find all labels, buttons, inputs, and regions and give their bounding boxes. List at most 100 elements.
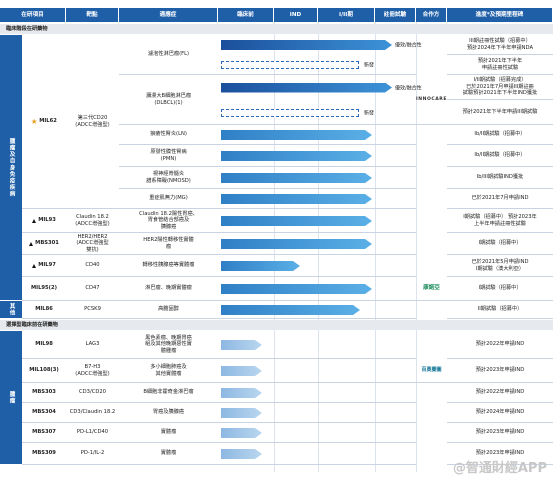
progress-bar	[221, 261, 300, 271]
progress-bar	[221, 173, 372, 183]
section-title: 選擇型臨床前在研藥物	[0, 320, 553, 330]
header-cell: 合作方	[416, 8, 447, 22]
target: LAG3	[66, 331, 119, 359]
progress-text: 預計2024年申請IND	[447, 403, 553, 423]
stage-area	[218, 233, 416, 255]
indication: 狼瘡性腎炎(LN)	[119, 125, 218, 145]
stage-area	[218, 383, 416, 403]
stage-area	[218, 255, 416, 277]
progress-text: 預計2023年申請IND	[447, 423, 553, 443]
target: HER2/HER2 (ADCC增強型 雙抗)	[66, 233, 119, 255]
progress-bar	[221, 284, 372, 294]
dashed-bar	[221, 108, 359, 117]
group-label: 腫瘤及自身免疫疾病	[0, 35, 22, 301]
indication: 重症肌無力(MG)	[119, 189, 218, 209]
progress-text: Ib/III期試驗IND獲批	[447, 167, 553, 189]
bar-label: 新發	[364, 62, 375, 69]
progress-text: I期試驗（招募中） 預計2023年 上半年申請註冊性試驗	[447, 209, 553, 233]
progress-bar	[221, 449, 262, 459]
stage-area	[218, 423, 416, 443]
target: CD40	[66, 255, 119, 277]
triangle-icon	[29, 241, 34, 246]
header-cell: 臨床前	[218, 8, 274, 22]
progress-text: 預計2022年申請IND	[447, 331, 553, 359]
indication: 轉移性胰腺癌等實體瘤	[119, 255, 218, 277]
stage-area	[218, 331, 416, 359]
bar-label: 新發	[364, 110, 375, 116]
progress-bar	[221, 130, 372, 140]
drug-name: MIL98	[22, 331, 66, 359]
stage-area	[218, 403, 416, 423]
watermark: @智通財經APP	[452, 461, 547, 476]
stage-area	[218, 75, 416, 125]
progress-bar	[221, 340, 262, 350]
indication: 實體瘤	[119, 423, 218, 443]
indication: 多小細胞肺癌及 其他實體瘤	[119, 359, 218, 383]
progress-text: 預計2022年申請IND	[447, 383, 553, 403]
progress-bar	[221, 194, 372, 204]
dashed-bar	[221, 61, 359, 69]
progress-text: Ib/II期試驗（招募中）	[447, 145, 553, 167]
stage-area	[218, 125, 416, 145]
progress-text: 預計2023年申請IND	[447, 443, 553, 465]
stage-divider	[416, 22, 417, 472]
target: B7-H3 (ADCC增強型)	[66, 359, 119, 383]
indication: HER2陽性轉移性實體 瘤	[119, 233, 218, 255]
header-cell: 進度*及預期里程碑	[447, 8, 553, 22]
drug-name: MIL108(3)	[22, 359, 66, 383]
progress-text: I期試驗（招募中）	[447, 277, 553, 301]
indication: 瀰漫大B細胞淋巴瘤 (DLBCL)(1)	[119, 75, 218, 125]
progress-text: 已於2021年5月申請IND I期試驗（澳大利亞）	[447, 255, 553, 277]
progress-bar	[221, 151, 372, 161]
progress-text: I期試驗（招募中）	[447, 233, 553, 255]
indication: 高膽固醇	[119, 301, 218, 319]
header-cell: 註冊試驗	[375, 8, 416, 22]
header-cell: IND	[274, 8, 318, 22]
progress-bar	[221, 428, 262, 438]
drug-name: MIL97	[22, 255, 66, 277]
indication: Claudin 18.2陽性胃癌、 胃食管結合部癌及 胰腺癌	[119, 209, 218, 233]
partner: INNOCARE	[416, 75, 447, 125]
progress-text: 預計2023年申請IND	[447, 359, 553, 383]
header-cell: I/II期	[318, 8, 375, 22]
progress-bar	[221, 216, 372, 226]
drug-name: MBS309	[22, 443, 66, 465]
target: Claudin 18.2 (ADCC增強型)	[66, 209, 119, 233]
indication: 原發性膜性腎病 (PMN)	[119, 145, 218, 167]
progress-bar	[221, 408, 262, 418]
stage-area	[218, 209, 416, 233]
progress-text: 預計2021年下半年 申請註冊性試驗	[447, 55, 553, 75]
bar-label: 優效/融合性	[395, 42, 422, 49]
target: PD-L1/CD40	[66, 423, 119, 443]
progress-text: II期試驗（招募中）	[447, 301, 553, 319]
indication: 胃癌及胰腺癌	[119, 403, 218, 423]
drug-name: MIL95(2)	[22, 277, 66, 301]
header-cell: 適應症	[119, 8, 218, 22]
indication: 濾泡性淋巴瘤(FL)	[119, 35, 218, 75]
stage-area	[218, 145, 416, 167]
target: CD3/Claudin 18.2	[66, 403, 119, 423]
stage-area	[218, 35, 416, 75]
drug-name: MBS307	[22, 423, 66, 443]
progress-bar	[221, 305, 360, 315]
stage-divider	[375, 22, 376, 472]
indication: B細胞非霍奇金淋巴瘤	[119, 383, 218, 403]
section-title: 臨床階段在研藥物	[0, 24, 553, 34]
progress-text: 預計2021年下半年申請III期試驗	[447, 100, 553, 125]
progress-bar	[221, 366, 262, 376]
target: PCSK9	[66, 301, 119, 319]
progress-bar	[221, 239, 372, 249]
drug-name: MBS303	[22, 383, 66, 403]
bar-label: 優效/融合性	[395, 85, 422, 91]
target: CD47	[66, 277, 119, 301]
partner: 百奧賽圖	[416, 359, 447, 383]
progress-bar	[221, 388, 262, 398]
progress-bar	[221, 83, 392, 93]
group-label: 其他	[0, 301, 22, 319]
stage-area	[218, 443, 416, 465]
triangle-icon	[32, 218, 37, 223]
group-label: 腫瘤	[0, 331, 22, 465]
drug-name: MIL93	[22, 209, 66, 233]
drug-name: MIL86	[22, 301, 66, 319]
